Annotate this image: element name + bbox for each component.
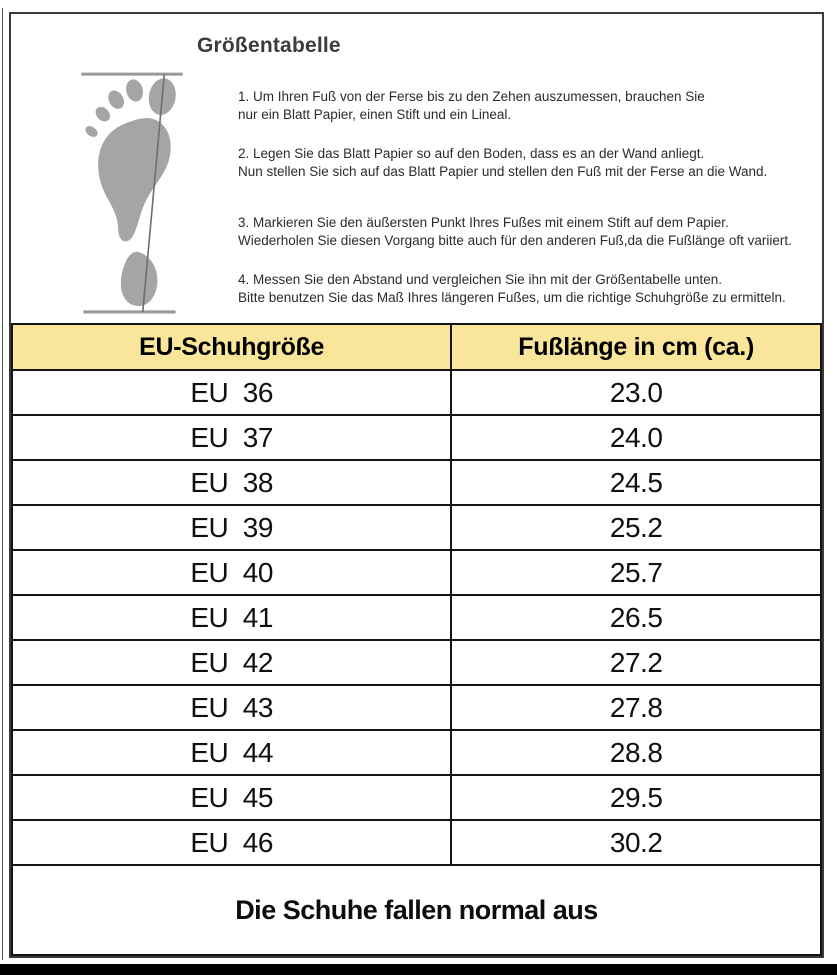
size-cell: EU 43: [11, 684, 453, 731]
size-cell: EU 36: [11, 369, 453, 416]
instruction-steps: 1. Um Ihren Fuß von der Ferse bis zu den…: [238, 88, 822, 328]
footprint-icon: [85, 78, 176, 307]
size-column-header: EU-Schuhgröße: [11, 323, 453, 371]
step-line: 1. Um Ihren Fuß von der Ferse bis zu den…: [238, 89, 705, 104]
size-cell: EU 46: [11, 819, 453, 866]
step-line: Nun stellen Sie sich auf das Blatt Papie…: [238, 164, 768, 179]
table-row: EU 37 24.0: [11, 414, 822, 461]
size-cell: EU 41: [11, 594, 453, 641]
length-cell: 24.5: [450, 459, 822, 506]
step-line: nur ein Blatt Papier, einen Stift und ei…: [238, 107, 512, 122]
page-title: Größentabelle: [197, 34, 341, 57]
footprint-measurement-diagram: [81, 72, 183, 314]
content-frame: Größentabelle 1. Um Ihren Fuß von der Fe…: [9, 12, 824, 958]
table-row: EU 43 27.8: [11, 684, 822, 731]
step-line: 4. Messen Sie den Abstand und vergleiche…: [238, 272, 723, 287]
size-table: EU-Schuhgröße Fußlänge in cm (ca.) EU 36…: [11, 323, 822, 956]
step-line: 3. Markieren Sie den äußersten Punkt Ihr…: [238, 215, 729, 230]
step-line: Bitte benutzen Sie das Maß Ihres längere…: [238, 290, 786, 305]
diagonal-measure-line: [141, 74, 166, 312]
table-row: EU 39 25.2: [11, 504, 822, 551]
size-cell: EU 38: [11, 459, 453, 506]
length-cell: 26.5: [450, 594, 822, 641]
instruction-step-2: 2. Legen Sie das Blatt Papier so auf den…: [238, 145, 822, 181]
size-cell: EU 37: [11, 414, 453, 461]
size-cell: EU 45: [11, 774, 453, 821]
length-column-header: Fußlänge in cm (ca.): [450, 323, 822, 371]
length-cell: 25.2: [450, 504, 822, 551]
instruction-step-3: 3. Markieren Sie den äußersten Punkt Ihr…: [238, 214, 822, 250]
instruction-step-1: 1. Um Ihren Fuß von der Ferse bis zu den…: [238, 88, 822, 124]
length-cell: 27.2: [450, 639, 822, 686]
size-cell: EU 42: [11, 639, 453, 686]
length-cell: 25.7: [450, 549, 822, 596]
length-cell: 24.0: [450, 414, 822, 461]
size-cell: EU 39: [11, 504, 453, 551]
size-table-header-row: EU-Schuhgröße Fußlänge in cm (ca.): [11, 323, 822, 371]
length-cell: 29.5: [450, 774, 822, 821]
table-row: EU 46 30.2: [11, 819, 822, 866]
length-cell: 30.2: [450, 819, 822, 866]
fit-note: Die Schuhe fallen normal aus: [11, 864, 822, 956]
length-cell: 28.8: [450, 729, 822, 776]
table-row: EU 44 28.8: [11, 729, 822, 776]
table-footer-row: Die Schuhe fallen normal aus: [11, 864, 822, 956]
photo-edge-line: [2, 8, 3, 960]
instruction-step-4: 4. Messen Sie den Abstand und vergleiche…: [238, 271, 822, 307]
size-cell: EU 40: [11, 549, 453, 596]
table-row: EU 45 29.5: [11, 774, 822, 821]
size-cell: EU 44: [11, 729, 453, 776]
step-line: Wiederholen Sie diesen Vorgang bitte auc…: [238, 233, 792, 248]
step-line: 2. Legen Sie das Blatt Papier so auf den…: [238, 146, 705, 161]
table-row: EU 42 27.2: [11, 639, 822, 686]
length-cell: 23.0: [450, 369, 822, 416]
table-row: EU 40 25.7: [11, 549, 822, 596]
table-row: EU 38 24.5: [11, 459, 822, 506]
photo-bottom-edge: [0, 964, 837, 975]
length-cell: 27.8: [450, 684, 822, 731]
table-row: EU 36 23.0: [11, 369, 822, 416]
table-row: EU 41 26.5: [11, 594, 822, 641]
measuring-instructions-section: Größentabelle 1. Um Ihren Fuß von der Fe…: [11, 14, 822, 323]
